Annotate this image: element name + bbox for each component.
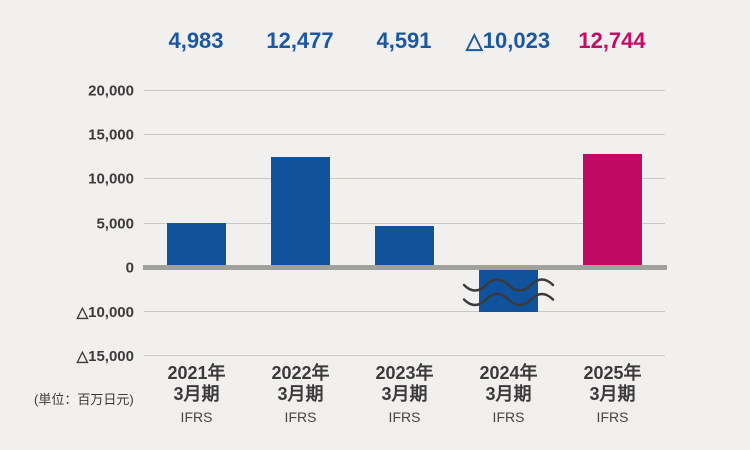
x-tick-label: 2024年 3月期 IFRS: [479, 363, 537, 425]
x-tick-label: 2023年 3月期 IFRS: [375, 363, 433, 425]
bar: [167, 222, 226, 269]
x-tick-standard: IFRS: [284, 409, 317, 425]
x-tick-standard: IFRS: [596, 409, 629, 425]
value-label: 12,744: [578, 28, 646, 53]
gridline: [144, 311, 665, 312]
value-label: 4,591: [376, 28, 432, 53]
value-label: △10,023: [465, 28, 551, 53]
y-tick-label: 10,000: [88, 170, 134, 187]
y-tick-label: 15,000: [88, 126, 134, 143]
bar: [583, 154, 642, 269]
x-tick-year: 2025年 3月期: [583, 363, 642, 404]
x-tick-year: 2021年 3月期: [167, 363, 226, 404]
x-tick-year: 2022年 3月期: [271, 363, 330, 404]
bar: [271, 156, 330, 269]
gridline: [144, 223, 665, 224]
zero-axis-line: [143, 264, 667, 270]
gridline: [144, 134, 665, 135]
x-tick-label: 2025年 3月期 IFRS: [583, 363, 641, 425]
x-tick-standard: IFRS: [388, 409, 421, 425]
y-tick-label: 0: [125, 259, 134, 276]
value-label: 4,983: [168, 28, 224, 53]
y-tick-label: 5,000: [96, 215, 134, 232]
gridline: [144, 90, 665, 91]
x-tick-label: 2022年 3月期 IFRS: [271, 363, 329, 425]
axis-break-wave-icon: [462, 278, 554, 307]
x-tick-label: 2021年 3月期 IFRS: [167, 363, 225, 425]
bar: [479, 267, 538, 313]
bar: [375, 226, 434, 269]
y-tick-label: 20,000: [88, 82, 134, 99]
value-label: 12,477: [266, 28, 334, 53]
x-tick-year: 2024年 3月期: [479, 363, 538, 404]
y-tick-label: △10,000: [76, 303, 134, 321]
unit-label: (単位：百万日元): [34, 392, 134, 407]
x-tick-standard: IFRS: [180, 409, 213, 425]
gridline: [144, 178, 665, 179]
gridline: [144, 355, 665, 356]
y-tick-label: △15,000: [76, 347, 134, 365]
x-tick-standard: IFRS: [492, 409, 525, 425]
x-tick-year: 2023年 3月期: [375, 363, 434, 404]
